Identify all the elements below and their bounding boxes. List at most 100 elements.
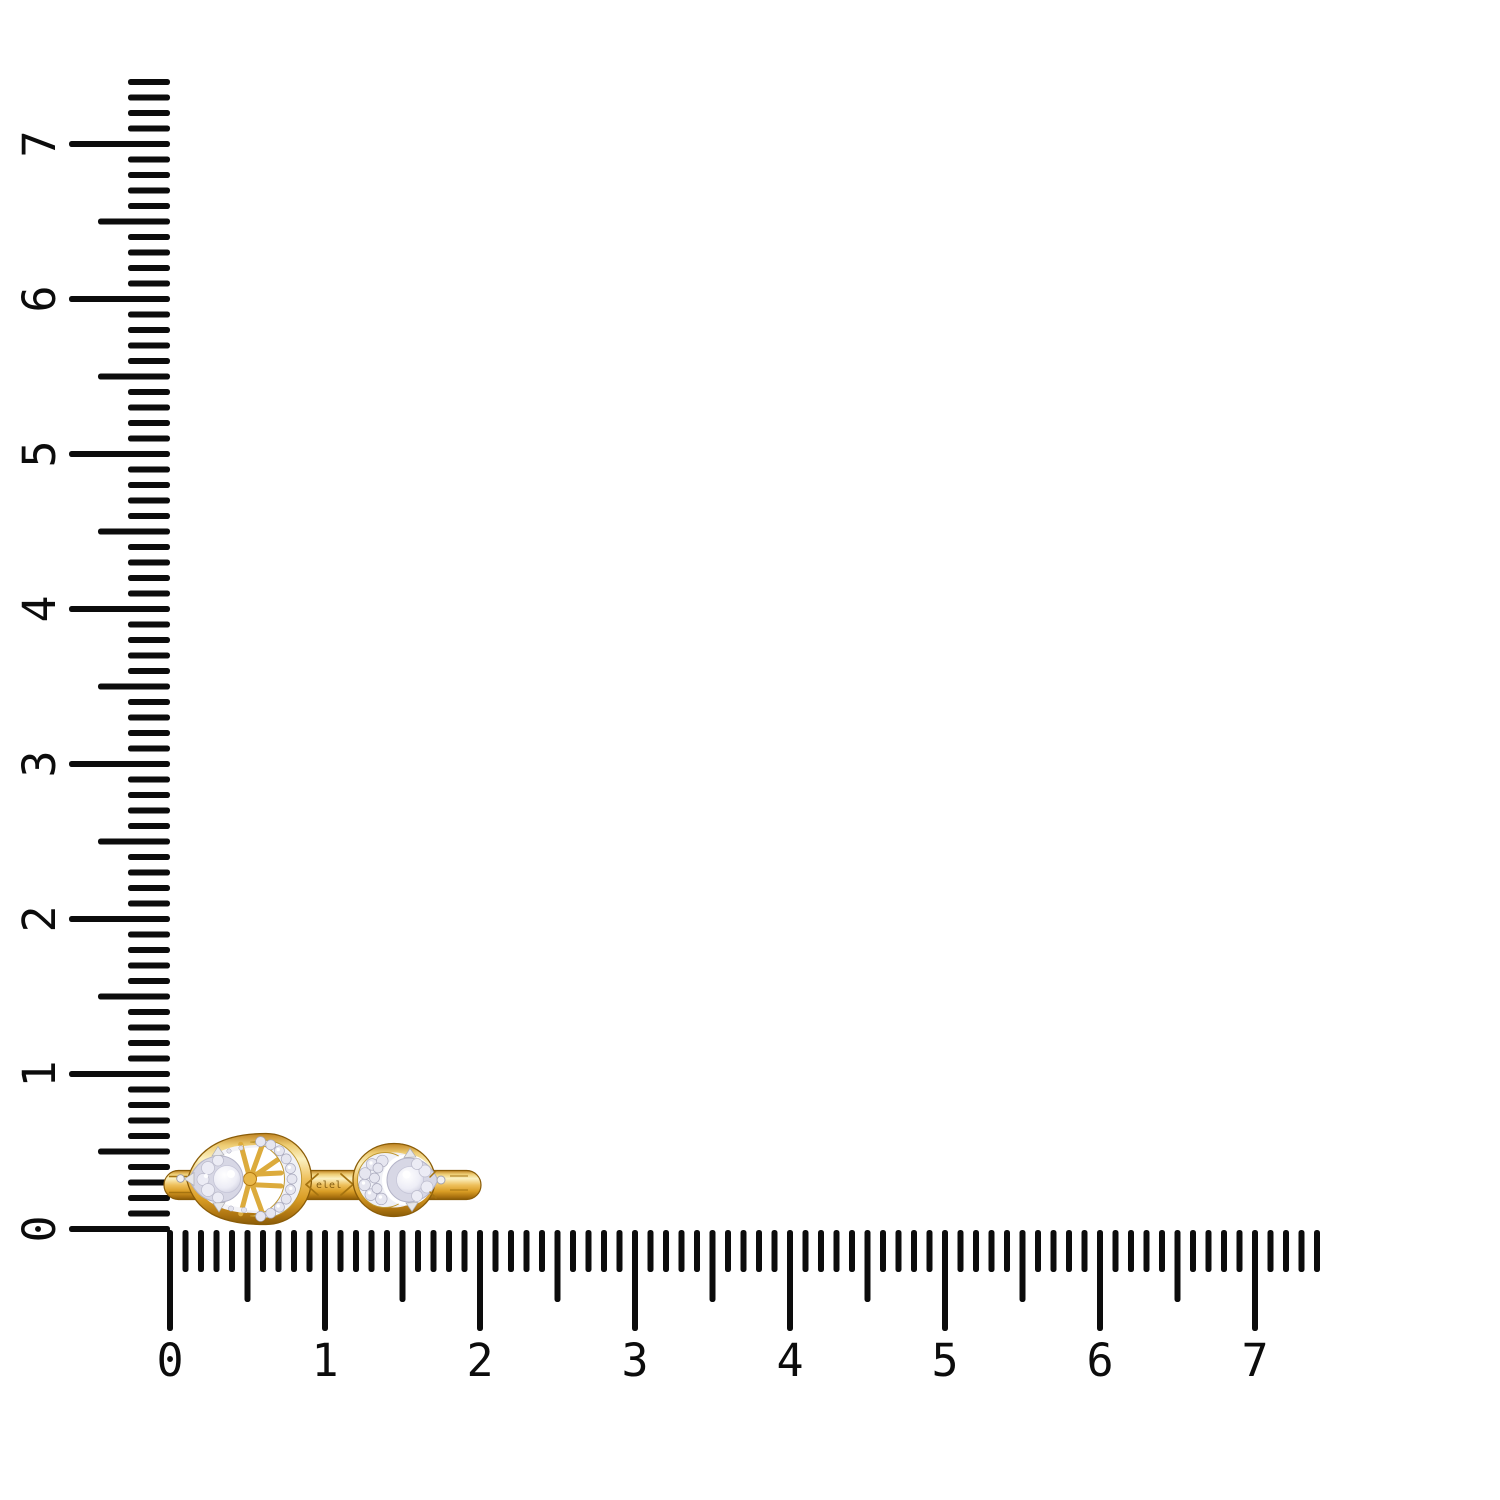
ruler-tick-medium: [709, 1230, 716, 1302]
ruler-tick-minor: [128, 482, 170, 488]
ruler-tick-medium: [244, 1230, 251, 1302]
ruler-tick-minor: [128, 1210, 170, 1217]
ruler-tick-minor: [275, 1230, 282, 1272]
ruler-tick-minor: [1035, 1230, 1041, 1272]
ruler-tick-minor: [128, 466, 170, 473]
ruler-tick-major: [322, 1230, 328, 1331]
ruler-tick-minor: [128, 621, 170, 628]
ruler-tick-medium: [554, 1230, 561, 1302]
ruler-tick-minor: [368, 1230, 375, 1272]
ruler-tick-minor: [973, 1230, 979, 1272]
band-bead: [176, 1174, 185, 1183]
h-ruler-label-3: 3: [621, 1334, 648, 1387]
ruler-tick-minor: [694, 1230, 700, 1272]
ruler-tick-minor: [849, 1230, 855, 1272]
ruler-tick-minor: [1128, 1230, 1134, 1272]
ruler-tick-minor: [128, 699, 170, 705]
ruler-tick-minor: [128, 1164, 170, 1170]
ruler-tick-minor: [128, 187, 170, 194]
ruler-tick-minor: [306, 1230, 313, 1272]
ruler-tick-minor: [128, 1040, 170, 1046]
ruler-tick-minor: [818, 1230, 824, 1272]
ruler-tick-minor: [128, 575, 170, 581]
ruler-tick-minor: [128, 854, 170, 860]
ruler-tick-minor: [229, 1230, 235, 1272]
ruler-tick-minor: [1143, 1230, 1150, 1272]
prong-bead-right: [436, 1175, 446, 1185]
ruler-tick-minor: [895, 1230, 902, 1272]
v-ruler-label-3: 3: [13, 750, 66, 777]
ruler-tick-minor: [461, 1230, 468, 1272]
ruler-tick-minor: [128, 900, 170, 907]
ruler-tick-major: [69, 1226, 170, 1232]
crescent-right-pave: [358, 1154, 389, 1206]
ruler-tick-minor: [128, 714, 170, 721]
ruler-tick-major: [69, 451, 170, 457]
crescent-left-pave: [255, 1136, 298, 1222]
gold-diamond-ring: elel: [163, 1132, 482, 1226]
ruler-tick-minor: [1298, 1230, 1305, 1272]
ruler-tick-minor: [1221, 1230, 1227, 1272]
ruler-tick-minor: [128, 513, 170, 519]
ruler-tick-minor: [353, 1230, 359, 1272]
v-ruler-label-5: 5: [13, 440, 66, 467]
ruler-tick-minor: [756, 1230, 762, 1272]
ruler-tick-minor: [128, 94, 170, 101]
ruler-tick-minor: [128, 234, 170, 240]
ruler-tick-minor: [182, 1230, 189, 1272]
ruler-tick-medium: [1174, 1230, 1181, 1302]
ruler-tick-major: [942, 1230, 948, 1331]
ruler-tick-minor: [1050, 1230, 1057, 1272]
ruler-tick-minor: [616, 1230, 623, 1272]
ruler-tick-minor: [1267, 1230, 1274, 1272]
ruler-tick-major: [69, 1071, 170, 1077]
ruler-tick-medium: [98, 1148, 170, 1155]
ruler-tick-minor: [128, 1024, 170, 1031]
band-right-channel: [429, 1170, 468, 1199]
ruler-tick-minor: [128, 172, 170, 178]
ruler-tick-minor: [128, 776, 170, 783]
ruler-tick-minor: [128, 823, 170, 829]
ruler-tick-major: [69, 761, 170, 767]
ruler-tick-medium: [864, 1230, 871, 1302]
teardrop-element: [183, 1132, 313, 1226]
ruler-tick-minor: [128, 1009, 170, 1015]
ruler-tick-minor: [585, 1230, 592, 1272]
v-ruler-label-2: 2: [13, 905, 66, 932]
ruler-tick-minor: [802, 1230, 809, 1272]
ruler-tick-medium: [98, 218, 170, 225]
h-ruler-label-1: 1: [311, 1334, 338, 1387]
v-ruler-label-6: 6: [13, 285, 66, 312]
ruler-tick-major: [787, 1230, 793, 1331]
ruler-tick-minor: [128, 249, 170, 256]
v-ruler-label-1: 1: [13, 1060, 66, 1087]
ruler-tick-minor: [128, 435, 170, 442]
prongs-right: [403, 1147, 419, 1213]
ruler-tick-minor: [128, 559, 170, 566]
h-ruler-label-0: 0: [156, 1334, 183, 1387]
ruler-tick-minor: [128, 1179, 170, 1186]
ruler-tick-minor: [260, 1230, 266, 1272]
ruler-tick-minor: [1283, 1230, 1289, 1272]
ruler-tick-minor: [128, 792, 170, 798]
ruler-tick-minor: [880, 1230, 886, 1272]
ruler-tick-minor: [128, 978, 170, 984]
ruler-tick-medium: [98, 528, 170, 535]
ruler-tick-minor: [128, 203, 170, 209]
band-notch-mid-left: [305, 1173, 319, 1196]
ruler-tick-minor: [128, 358, 170, 364]
ruler-tick-minor: [128, 745, 170, 752]
ruler-tick-major: [69, 606, 170, 612]
h-ruler-label-6: 6: [1086, 1334, 1113, 1387]
ruler-tick-minor: [601, 1230, 607, 1272]
ruler-tick-minor: [1159, 1230, 1165, 1272]
ruler-tick-minor: [678, 1230, 685, 1272]
horizontal-ruler: 0 1 2 3 4 5 6 7: [156, 1230, 1320, 1387]
ruler-tick-minor: [1004, 1230, 1010, 1272]
ruler-tick-minor: [128, 79, 170, 85]
ruler-tick-minor: [539, 1230, 545, 1272]
ruler-tick-major: [69, 141, 170, 147]
h-ruler-label-7: 7: [1241, 1334, 1268, 1387]
